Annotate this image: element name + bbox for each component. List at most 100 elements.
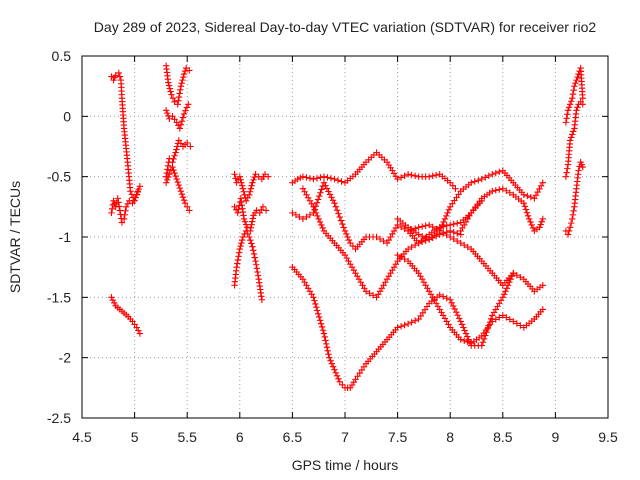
data-point — [448, 299, 455, 307]
data-point — [116, 207, 124, 214]
data-point — [321, 333, 328, 341]
data-point — [169, 163, 176, 171]
data-point — [422, 234, 429, 242]
data-point — [574, 73, 581, 81]
data-point — [418, 232, 426, 240]
data-point — [452, 185, 459, 192]
data-point — [326, 354, 333, 361]
data-point — [324, 347, 331, 354]
data-point — [534, 188, 541, 196]
data-point — [499, 185, 506, 192]
data-point — [325, 188, 332, 195]
data-point — [513, 272, 521, 279]
data-point — [401, 255, 408, 263]
data-point — [343, 230, 350, 238]
data-point — [175, 181, 182, 189]
data-point — [394, 221, 401, 229]
data-point — [164, 162, 172, 170]
data-point — [132, 194, 139, 201]
data-point — [458, 321, 466, 328]
data-point — [258, 296, 266, 303]
data-point — [432, 225, 440, 233]
data-point — [331, 366, 338, 373]
data-point — [408, 319, 415, 326]
data-point — [313, 175, 321, 182]
data-point — [165, 173, 172, 181]
data-point — [571, 82, 578, 90]
data-point — [109, 296, 117, 304]
data-point — [235, 249, 243, 256]
data-point — [167, 88, 174, 95]
data-point — [456, 315, 463, 322]
series-layer — [108, 62, 586, 392]
data-point — [478, 175, 485, 183]
data-point — [239, 185, 247, 192]
data-point — [322, 337, 329, 344]
data-point — [323, 185, 331, 192]
x-tick-labels: 4.5 5 5.5 6 6.5 7 7.5 8 8.5 9 9.5 — [72, 429, 618, 445]
data-point — [563, 115, 570, 122]
x-tick-label: 9.5 — [598, 429, 618, 445]
data-point — [317, 320, 325, 327]
data-point — [411, 172, 419, 180]
data-point — [313, 304, 320, 311]
data-point — [328, 360, 336, 367]
data-point — [331, 200, 338, 207]
data-point — [165, 79, 172, 86]
data-point — [429, 223, 436, 231]
data-point — [397, 253, 405, 261]
data-point — [187, 143, 194, 150]
data-point — [164, 109, 171, 117]
data-point — [517, 274, 524, 281]
x-tick-label: 5.5 — [177, 429, 197, 445]
data-point — [234, 260, 241, 267]
data-point — [186, 67, 193, 74]
series-track-b2 — [162, 101, 192, 132]
data-point — [265, 173, 272, 180]
data-point — [447, 227, 454, 235]
data-point — [180, 110, 188, 118]
data-point — [262, 207, 270, 214]
data-point — [564, 111, 571, 118]
data-point — [332, 369, 339, 376]
data-point — [235, 253, 242, 260]
data-point — [445, 206, 453, 214]
data-point — [170, 166, 177, 174]
x-tick-label: 5 — [131, 429, 139, 445]
data-point — [536, 185, 543, 193]
data-point — [513, 320, 521, 327]
data-point — [376, 235, 384, 243]
data-point — [570, 128, 577, 135]
data-point — [320, 173, 328, 180]
data-point — [313, 199, 321, 207]
y-tick-label: -2.5 — [47, 410, 71, 426]
data-point — [134, 188, 141, 196]
data-point — [565, 227, 573, 235]
data-point — [524, 212, 532, 219]
data-point — [316, 218, 324, 226]
data-point — [136, 330, 144, 337]
x-tick-label: 6 — [236, 429, 244, 445]
data-point — [328, 194, 335, 201]
data-point — [464, 243, 471, 251]
data-point — [165, 82, 173, 89]
data-point — [169, 95, 177, 102]
data-point — [574, 104, 581, 111]
data-point — [566, 224, 574, 231]
data-point — [475, 177, 482, 184]
series-track-e1 — [394, 167, 546, 243]
data-point — [564, 107, 572, 114]
data-point — [531, 195, 538, 202]
data-point — [461, 327, 468, 334]
data-point — [244, 194, 251, 201]
data-point — [565, 104, 573, 111]
x-tick-label: 8.5 — [493, 429, 513, 445]
data-point — [181, 200, 189, 207]
data-point — [369, 292, 377, 299]
data-point — [176, 90, 183, 97]
data-point — [404, 171, 412, 178]
series-track-f3 — [562, 158, 586, 238]
x-tick-label: 9 — [552, 429, 560, 445]
data-point — [311, 297, 318, 304]
data-point — [238, 179, 245, 186]
